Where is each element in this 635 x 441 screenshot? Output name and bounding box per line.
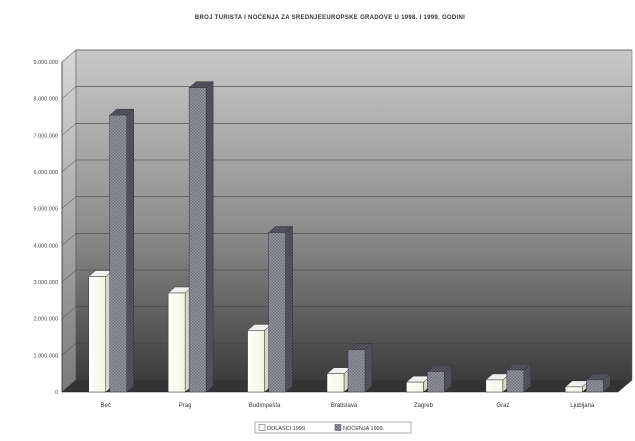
bar: [88, 269, 114, 393]
y-tick-label: 7.000.000: [34, 133, 58, 139]
y-tick-label: 9.000.000: [34, 60, 58, 66]
bar-nocenja: [506, 369, 525, 393]
chart-title: BROJ TURISTA I NOĆENJA ZA SREDNJEEUROPSK…: [195, 13, 465, 21]
y-tick-label: 5.000.000: [34, 207, 58, 213]
bar-dolasci: [485, 379, 504, 393]
bar-nocenja: [109, 114, 127, 393]
gridline-side: [61, 86, 77, 99]
y-tick-label: 4.000.000: [34, 243, 58, 249]
bar-nocenja: [586, 379, 604, 393]
x-tick-label: Prag: [179, 403, 192, 409]
bar: [426, 364, 453, 393]
bar-dolasci: [565, 386, 583, 393]
legend-swatch: [334, 424, 342, 431]
back-wall: [75, 49, 633, 381]
y-tick-label: 0: [55, 390, 58, 396]
plot-area: 0 1.000.000 2.000.000 3.000.000 4.000.000 5.0…: [34, 49, 633, 409]
bar-dolasci: [88, 276, 106, 393]
gridline-side: [61, 233, 77, 246]
x-tick-label: Beč: [101, 403, 111, 409]
gridline-side: [61, 49, 77, 63]
bar: [326, 367, 352, 393]
bar-dolasci: [326, 373, 345, 393]
legend-swatch: [258, 424, 266, 431]
gridline-side: [61, 379, 77, 393]
bar-side: [285, 225, 293, 393]
bar-dolasci: [406, 381, 424, 393]
y-tick-label: 2.000.000: [34, 317, 58, 323]
y-tick-label: 6.000.000: [34, 170, 58, 176]
bar: [267, 225, 294, 393]
x-tick-label: Budimpešta: [249, 403, 281, 409]
legend-label: NOĆENJA 1999.: [343, 425, 385, 432]
legend-label: DOLASCI 1999.: [267, 426, 307, 432]
gridline-side: [61, 306, 77, 319]
bar: [188, 81, 214, 393]
x-tick-label: Zagreb: [414, 403, 434, 409]
x-tick-label: Ljubljana: [570, 403, 595, 409]
bar: [246, 323, 273, 393]
bar-nocenja: [268, 232, 286, 393]
bar: [506, 363, 532, 393]
gridline-side: [61, 196, 77, 209]
bar: [485, 373, 511, 393]
x-tick-label: Graz: [496, 403, 509, 409]
bar: [109, 108, 135, 393]
bar: [347, 343, 373, 393]
bar-dolasci: [247, 330, 265, 393]
y-tick-label: 8.000.000: [34, 97, 58, 103]
legend-box: [254, 421, 412, 434]
bar: [585, 373, 611, 393]
legend: DOLASCI 1999. NOĆENJA 1999.: [254, 421, 412, 434]
bar-side: [205, 81, 214, 393]
gridline-side: [61, 343, 77, 356]
gridline-side: [61, 123, 77, 136]
bar: [167, 286, 193, 393]
bar-side: [364, 343, 373, 393]
y-tick-label: 3.000.000: [34, 280, 58, 286]
bar-dolasci: [167, 292, 186, 393]
side-wall: [61, 49, 77, 393]
bar-nocenja: [427, 371, 445, 393]
x-tick-label: Bratislava: [331, 403, 358, 409]
gridline-side: [61, 159, 77, 173]
bar-nocenja: [188, 87, 207, 393]
bar-nocenja: [347, 349, 366, 393]
y-tick-label: 1.000.000: [34, 353, 58, 359]
bar-side: [126, 108, 134, 393]
gridline-side: [61, 269, 77, 283]
